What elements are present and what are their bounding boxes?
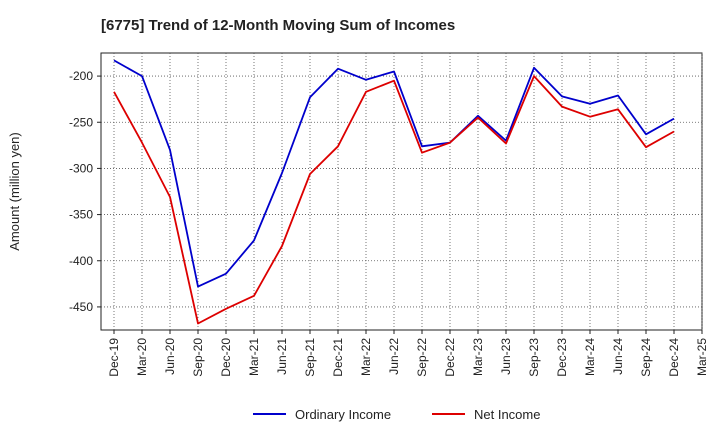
y-axis-label: Amount (million yen) xyxy=(7,132,22,251)
y-tick-label: -350 xyxy=(69,208,93,222)
x-tick-label: Sep-23 xyxy=(527,338,541,377)
x-tick-label: Mar-23 xyxy=(471,338,485,376)
legend-label: Ordinary Income xyxy=(295,407,391,422)
x-tick-label: Jun-21 xyxy=(275,338,289,375)
x-tick-label: Dec-19 xyxy=(107,338,121,377)
x-tick-label: Mar-21 xyxy=(247,338,261,376)
x-tick-label: Jun-23 xyxy=(499,338,513,375)
x-tick-label: Mar-22 xyxy=(359,338,373,376)
series-lines xyxy=(113,59,675,325)
x-axis-ticks: Dec-19 Mar-20 Jun-20 Sep-20 Dec-20 Mar-21 Jun-… xyxy=(107,330,709,377)
x-tick-label: Sep-20 xyxy=(191,338,205,377)
net-income-line xyxy=(113,75,675,325)
y-tick-label: -300 xyxy=(69,161,93,175)
x-tick-label: Dec-23 xyxy=(555,338,569,377)
ordinary-income-line xyxy=(113,59,675,288)
x-tick-label: Mar-24 xyxy=(583,338,597,376)
y-axis-ticks: -200 -250 -300 -350 -400 -450 xyxy=(69,69,101,314)
x-tick-label: Jun-20 xyxy=(163,338,177,375)
x-tick-label: Dec-22 xyxy=(443,338,457,377)
x-tick-label: Dec-21 xyxy=(331,338,345,377)
legend-label: Net Income xyxy=(474,407,540,422)
x-tick-label: Sep-21 xyxy=(303,338,317,377)
legend: Ordinary Income Net Income xyxy=(253,407,540,422)
y-tick-label: -200 xyxy=(69,69,93,83)
x-tick-label: Mar-25 xyxy=(695,338,709,376)
y-tick-label: -450 xyxy=(69,300,93,314)
x-tick-label: Sep-24 xyxy=(639,338,653,377)
x-tick-label: Dec-24 xyxy=(667,338,681,377)
x-tick-label: Jun-22 xyxy=(387,338,401,375)
x-tick-label: Jun-24 xyxy=(611,338,625,375)
gridlines xyxy=(101,53,703,330)
x-tick-label: Mar-20 xyxy=(135,338,149,376)
x-tick-label: Dec-20 xyxy=(219,338,233,377)
chart-title: [6775] Trend of 12-Month Moving Sum of I… xyxy=(101,17,455,34)
y-tick-label: -400 xyxy=(69,254,93,268)
y-tick-label: -250 xyxy=(69,115,93,129)
x-tick-label: Sep-22 xyxy=(415,338,429,377)
